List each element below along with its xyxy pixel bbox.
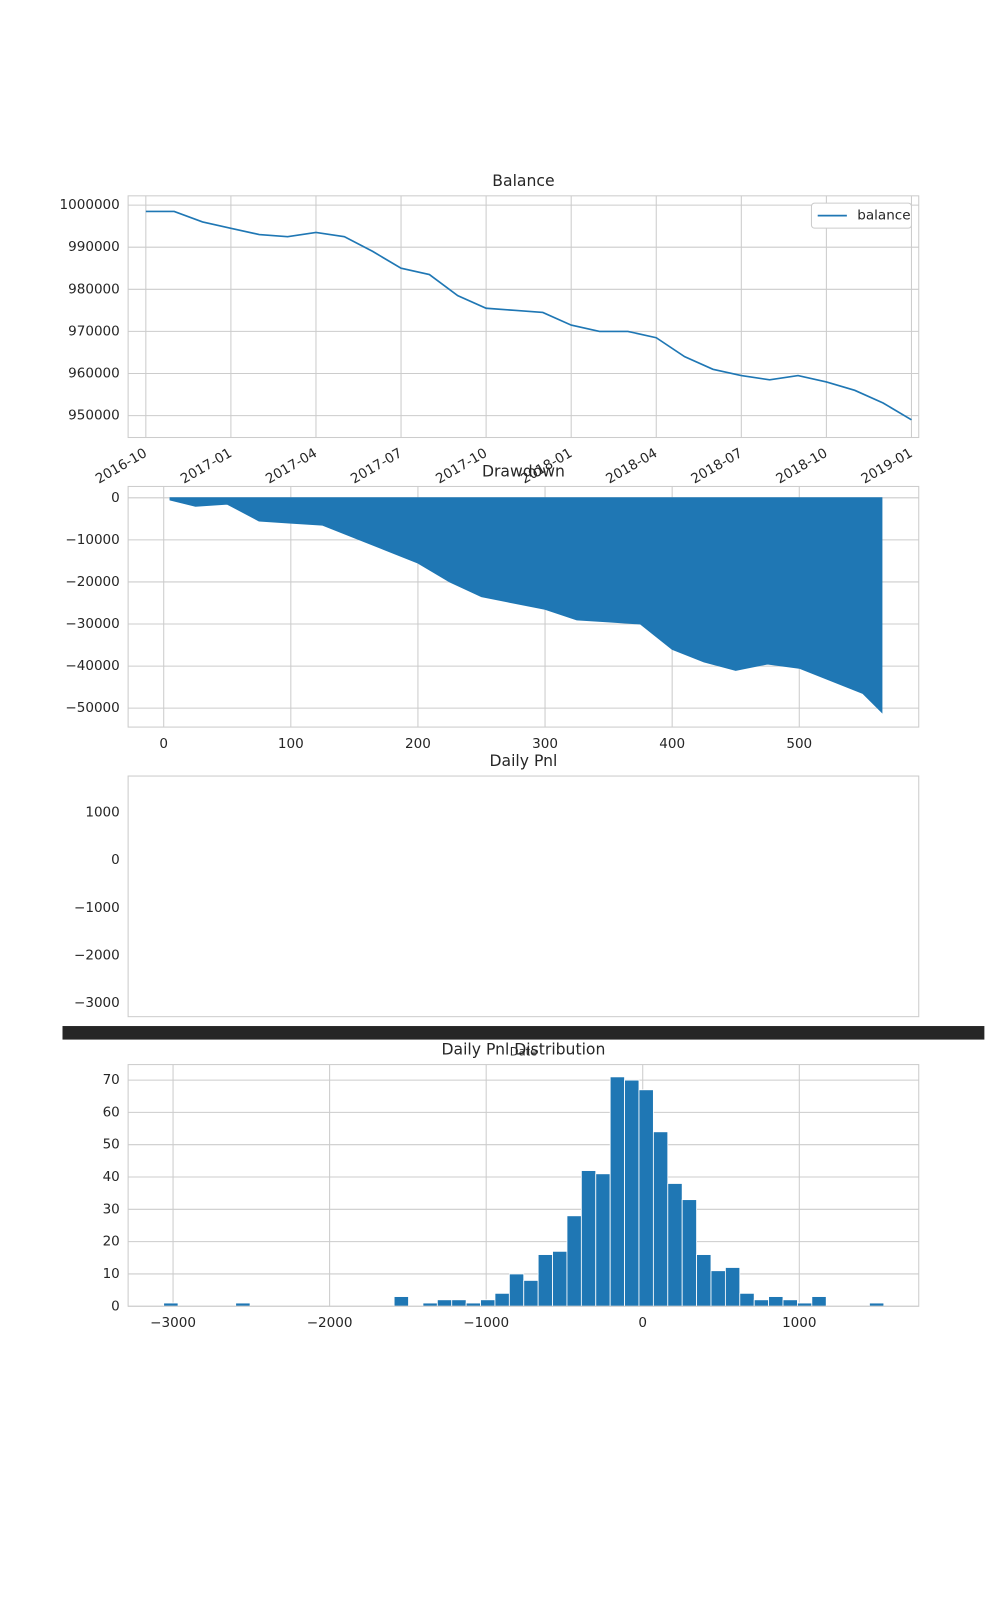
y-tick-label: 0 — [111, 1298, 120, 1314]
x-tick-label: 0 — [638, 1315, 647, 1331]
balance-line — [145, 210, 912, 421]
histogram-bar — [566, 1215, 582, 1307]
histogram-bar — [494, 1292, 510, 1307]
y-tick-label: 30 — [103, 1201, 120, 1217]
y-tick-label: −10000 — [65, 532, 119, 548]
x-tick-label: 0 — [159, 736, 168, 752]
legend-label: balance — [857, 208, 910, 224]
x-tick-label: 2017-07 — [348, 445, 405, 487]
x-tick-label: 2018-07 — [688, 445, 745, 487]
histogram-bar — [638, 1089, 654, 1307]
y-tick-label: −50000 — [65, 700, 119, 716]
histogram-bar — [710, 1270, 726, 1307]
histogram-bar — [609, 1076, 625, 1307]
chart-title: Drawdown — [482, 462, 565, 480]
y-tick-label: 980000 — [68, 281, 120, 297]
histogram-bar — [624, 1079, 640, 1307]
histogram-bar — [768, 1296, 784, 1307]
drawdown-area — [169, 497, 883, 714]
x-tick-label: 2018-04 — [603, 445, 660, 487]
axes-frame — [127, 1064, 920, 1307]
y-tick-label: 70 — [103, 1072, 120, 1088]
axes-frame — [127, 195, 920, 439]
legend-box — [810, 202, 912, 229]
x-tick-label: 300 — [532, 736, 558, 752]
histogram-bar — [595, 1173, 611, 1307]
chart-title: Balance — [492, 172, 554, 190]
y-tick-label: 990000 — [68, 239, 120, 255]
y-tick-label: 1000000 — [60, 197, 120, 213]
axes-frame — [127, 775, 920, 1018]
histogram-bar — [753, 1299, 770, 1307]
y-tick-label: −20000 — [65, 574, 119, 590]
y-tick-label: 950000 — [68, 408, 120, 424]
histogram-bar — [782, 1299, 798, 1307]
axes-frame — [127, 485, 920, 728]
y-tick-label: 970000 — [68, 323, 120, 339]
x-tick-label: −3000 — [150, 1315, 196, 1331]
y-tick-label: 40 — [103, 1169, 120, 1185]
y-tick-label: −40000 — [65, 658, 119, 674]
y-tick-label: 1000 — [85, 804, 119, 820]
histogram-bar — [451, 1299, 467, 1307]
x-tick-label: 2017-01 — [178, 445, 235, 487]
histogram-bar — [724, 1267, 741, 1307]
y-tick-label: 10 — [103, 1266, 120, 1282]
histogram-bar — [667, 1183, 683, 1307]
x-tick-label: 2016-10 — [93, 445, 150, 487]
x-axis-label: Date — [510, 1045, 537, 1059]
x-tick-label: 2018-10 — [773, 445, 830, 487]
x-tick-label: 200 — [405, 736, 431, 752]
histogram-bar — [523, 1279, 539, 1307]
x-tick-label: −1000 — [463, 1315, 509, 1331]
histogram-bar — [436, 1299, 453, 1307]
histogram-bar — [537, 1254, 553, 1307]
y-tick-label: 60 — [103, 1104, 120, 1120]
x-tick-label: −2000 — [307, 1315, 353, 1331]
overlapping-date-labels — [62, 1026, 985, 1040]
histogram-bar — [580, 1170, 597, 1307]
histogram-bar — [508, 1273, 525, 1307]
y-tick-label: −2000 — [74, 947, 120, 963]
y-tick-label: 0 — [111, 490, 120, 506]
x-tick-label: 2017-04 — [263, 445, 320, 487]
y-tick-label: 0 — [111, 852, 120, 868]
histogram-bar — [480, 1299, 496, 1307]
x-tick-label: 100 — [278, 736, 304, 752]
histogram-bar — [393, 1296, 409, 1307]
x-tick-label: 400 — [659, 736, 685, 752]
y-tick-label: −1000 — [74, 900, 120, 916]
x-tick-label: 500 — [786, 736, 812, 752]
histogram-bar — [552, 1250, 568, 1307]
histogram-bar — [652, 1131, 669, 1307]
histogram-bar — [811, 1296, 827, 1307]
y-tick-label: 20 — [103, 1234, 120, 1250]
y-tick-label: −30000 — [65, 616, 119, 632]
histogram-bar — [681, 1199, 698, 1307]
x-tick-label: 1000 — [782, 1315, 816, 1331]
chart-title: Daily Pnl — [490, 752, 558, 770]
y-tick-label: 50 — [103, 1137, 120, 1153]
x-tick-label: 2019-01 — [858, 445, 915, 487]
histogram-bar — [696, 1254, 712, 1307]
histogram-bar — [739, 1292, 755, 1307]
y-tick-label: 960000 — [68, 366, 120, 382]
chart-title: Daily Pnl Distribution — [442, 1041, 606, 1059]
y-tick-label: −3000 — [74, 995, 120, 1011]
